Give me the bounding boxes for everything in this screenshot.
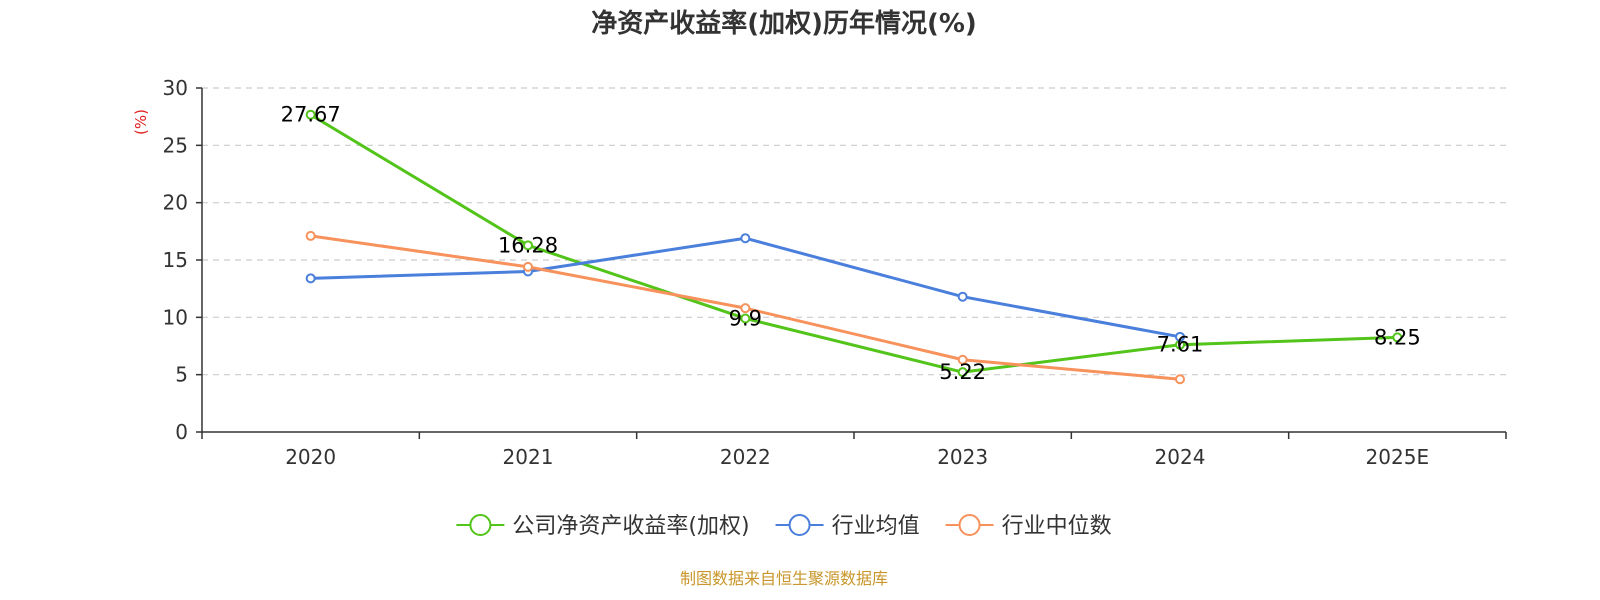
series-0-point-2021 bbox=[523, 240, 533, 251]
x-tick-label-2023: 2023 bbox=[937, 445, 988, 469]
legend-marker-2 bbox=[958, 514, 981, 536]
series-0-point-2022 bbox=[740, 313, 751, 324]
series-points bbox=[305, 109, 1403, 385]
series-2-point-2024 bbox=[1175, 374, 1185, 385]
y-tick-label-15: 15 bbox=[163, 248, 188, 272]
legend: 公司净资产收益率(加权) 行业均值 行业中位数 bbox=[456, 514, 1112, 539]
data-label-2022: 9.9 bbox=[729, 306, 762, 330]
data-label-2024: 7.61 bbox=[1157, 333, 1204, 357]
series-0-point-2020 bbox=[305, 109, 316, 120]
series-lines bbox=[309, 113, 1398, 381]
y-tick-label-5: 5 bbox=[175, 363, 188, 387]
series-2-point-2020 bbox=[305, 230, 316, 241]
x-tick-label-2021: 2021 bbox=[503, 445, 554, 469]
y-tick-label-25: 25 bbox=[163, 133, 188, 157]
y-tick-label-20: 20 bbox=[163, 191, 188, 215]
chart-title: 净资产收益率(加权)历年情况(%) bbox=[591, 8, 977, 39]
series-2-point-2021 bbox=[523, 261, 533, 272]
series-1-point-2020 bbox=[305, 273, 316, 284]
y-axis-unit-label: (%) bbox=[132, 109, 150, 135]
y-tick-label-30: 30 bbox=[163, 76, 188, 100]
series-1-point-2022 bbox=[740, 233, 751, 244]
data-labels: 27.67 16.28 9.9 5.22 7.61 8.25 bbox=[281, 103, 1421, 384]
grid-lines bbox=[202, 87, 1506, 376]
series-1-point-2023 bbox=[957, 291, 968, 302]
data-label-2020: 27.67 bbox=[281, 103, 341, 127]
series-0-point-2023 bbox=[957, 367, 968, 378]
series-1-point-2024 bbox=[1175, 331, 1185, 342]
legend-label-1: 行业均值 bbox=[832, 514, 920, 539]
axes: 0 5 10 15 20 25 30 2020 2021 2022 2023 2024 2025E bbox=[163, 76, 1507, 469]
x-tick-label-2024: 2024 bbox=[1155, 445, 1206, 469]
legend-marker-1 bbox=[788, 514, 811, 536]
series-2-point-2023 bbox=[957, 354, 968, 365]
series-0-point-2025E bbox=[1392, 332, 1403, 343]
series-line-0 bbox=[309, 113, 1398, 374]
legend-label-2: 行业中位数 bbox=[1002, 514, 1112, 539]
data-label-2021: 16.28 bbox=[498, 233, 558, 257]
y-tick-label-0: 0 bbox=[175, 420, 188, 444]
x-tick-label-2025E: 2025E bbox=[1366, 445, 1430, 469]
y-tick-label-10: 10 bbox=[163, 305, 188, 329]
legend-marker-0 bbox=[469, 514, 492, 536]
legend-label-0: 公司净资产收益率(加权) bbox=[512, 514, 749, 539]
x-tick-label-2020: 2020 bbox=[285, 445, 336, 469]
series-2-point-2022 bbox=[740, 303, 751, 314]
data-label-2023: 5.22 bbox=[939, 360, 986, 384]
data-label-2025E: 8.25 bbox=[1374, 325, 1421, 349]
x-tick-label-2022: 2022 bbox=[720, 445, 771, 469]
source-note: 制图数据来自恒生聚源数据库 bbox=[680, 569, 888, 588]
